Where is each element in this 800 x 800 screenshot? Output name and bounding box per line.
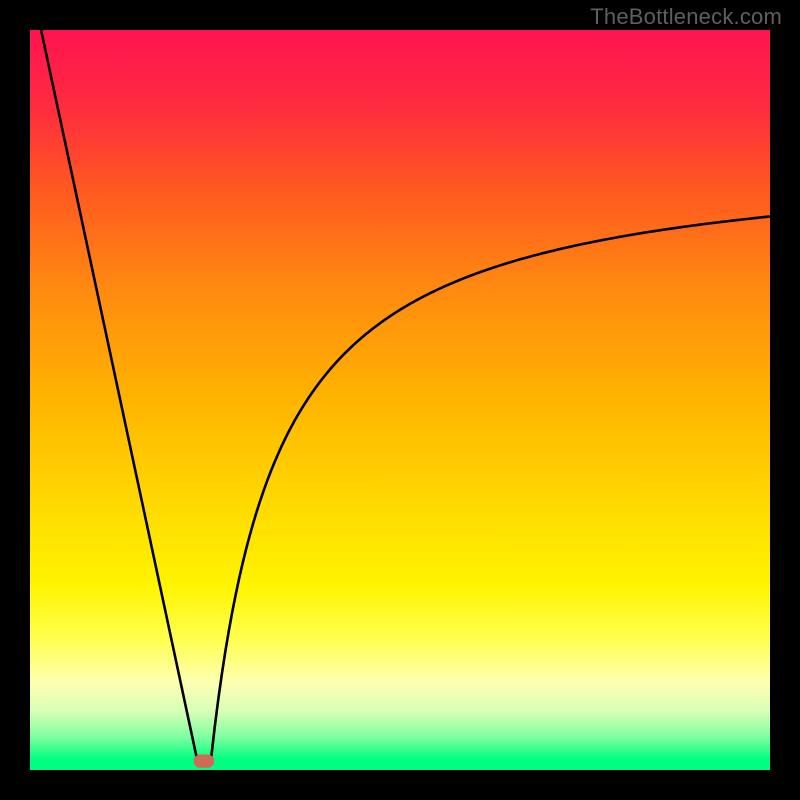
watermark-text: TheBottleneck.com: [590, 4, 782, 30]
bottleneck-curve: [41, 30, 770, 757]
curve-layer: [30, 30, 770, 770]
chart-frame: TheBottleneck.com: [0, 0, 800, 800]
minimum-marker: [194, 754, 215, 767]
plot-area: [30, 30, 770, 770]
